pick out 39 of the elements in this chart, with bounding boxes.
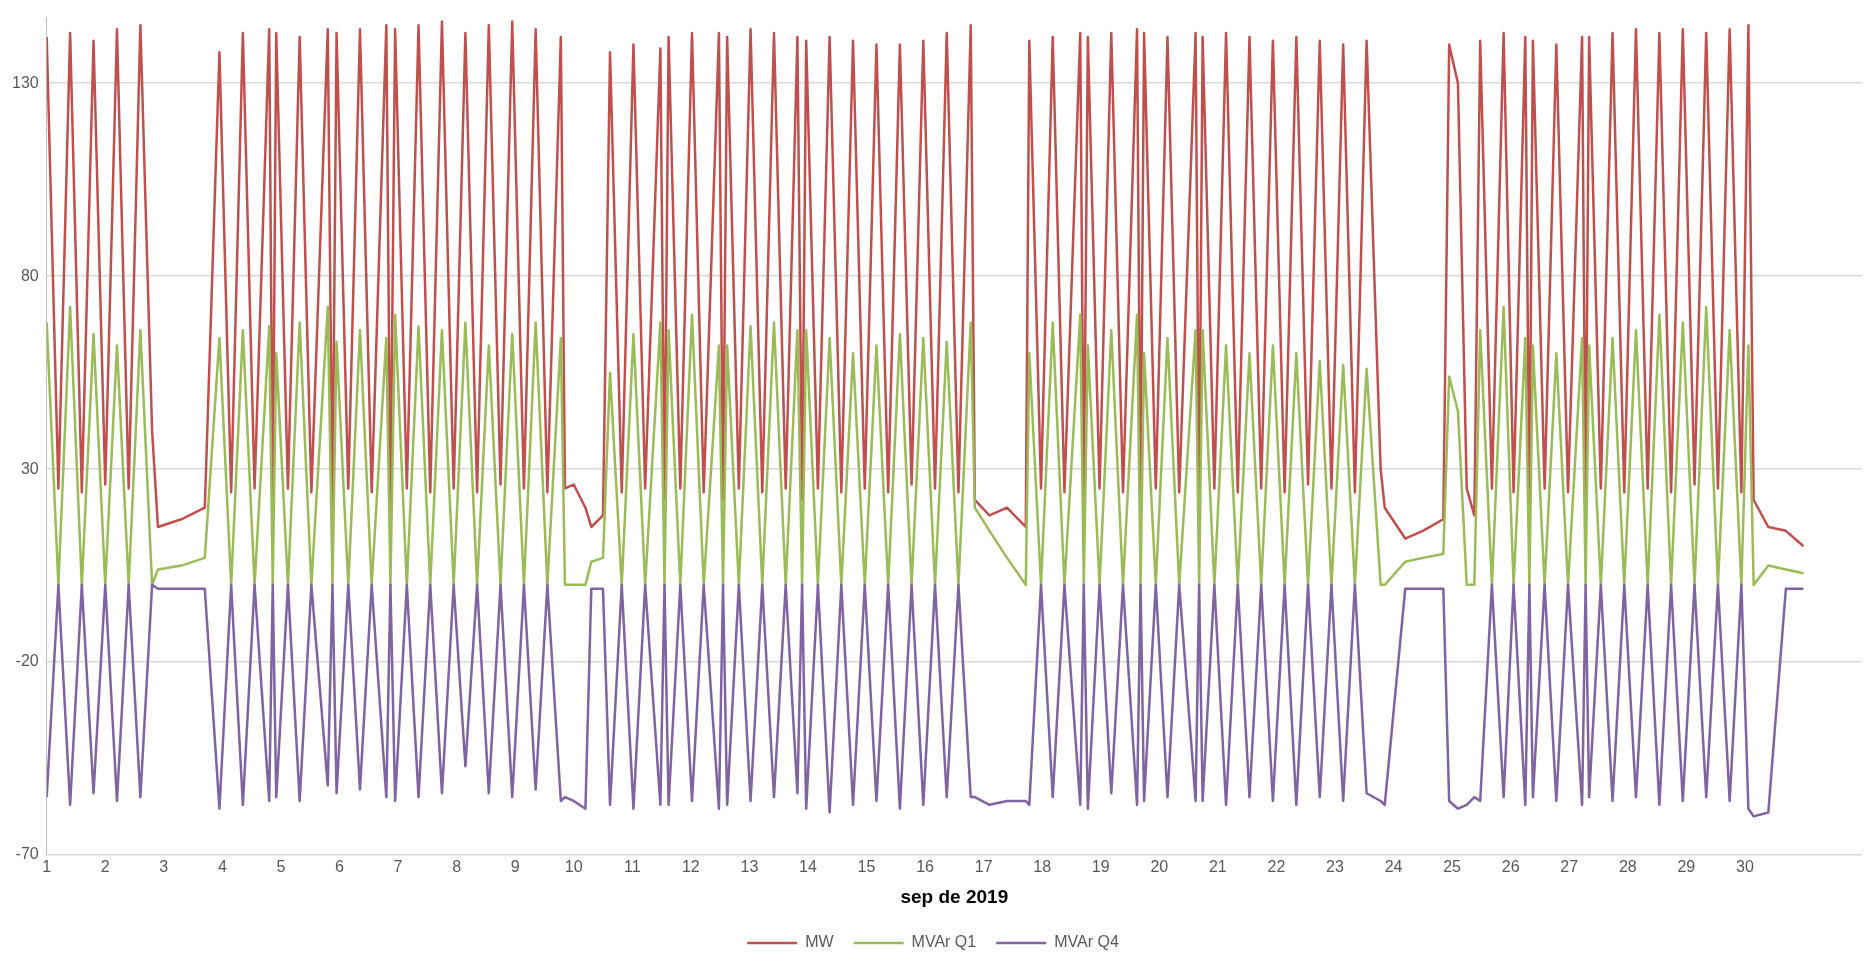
x-tick-label: 18 <box>1033 858 1052 876</box>
legend-label: MVAr Q4 <box>1054 933 1119 951</box>
x-tick-label: 4 <box>217 858 227 876</box>
x-tick-label: 14 <box>799 858 817 876</box>
x-tick-label: 2 <box>100 858 110 876</box>
x-tick-label: 13 <box>740 858 759 876</box>
x-tick-label: 15 <box>857 858 876 876</box>
legend-label: MW <box>805 933 835 951</box>
y-tick-label: 130 <box>11 73 39 91</box>
x-axis-title: sep de 2019 <box>900 885 1009 907</box>
y-tick-label: 80 <box>20 266 39 284</box>
x-tick-label: 21 <box>1208 858 1227 876</box>
x-tick-label: 23 <box>1326 858 1344 876</box>
x-tick-label: 20 <box>1150 858 1169 876</box>
x-tick-label: 10 <box>564 858 583 876</box>
y-tick-label: 30 <box>20 459 39 477</box>
x-tick-label: 7 <box>393 858 403 876</box>
x-tick-label: 29 <box>1677 858 1696 876</box>
x-tick-label: 16 <box>916 858 935 876</box>
x-tick-label: 6 <box>335 858 345 876</box>
x-tick-label: 24 <box>1384 858 1403 876</box>
legend-label: MVAr Q1 <box>911 933 977 951</box>
x-tick-label: 28 <box>1618 858 1637 876</box>
x-tick-label: 26 <box>1501 858 1520 876</box>
x-tick-label: 3 <box>159 858 169 876</box>
x-tick-label: 25 <box>1443 858 1462 876</box>
y-tick-label: -20 <box>15 652 39 670</box>
x-tick-label: 27 <box>1560 858 1579 876</box>
x-tick-label: 30 <box>1735 858 1754 876</box>
x-tick-label: 12 <box>681 858 700 876</box>
x-tick-label: 17 <box>974 858 993 876</box>
x-tick-label: 22 <box>1267 858 1286 876</box>
x-tick-label: 9 <box>510 858 520 876</box>
x-tick-label: 11 <box>623 858 641 876</box>
y-tick-label: -70 <box>15 845 39 863</box>
x-tick-label: 5 <box>276 858 286 876</box>
x-tick-label: 1 <box>42 858 52 876</box>
x-tick-label: 19 <box>1091 858 1110 876</box>
x-tick-label: 8 <box>452 858 462 876</box>
